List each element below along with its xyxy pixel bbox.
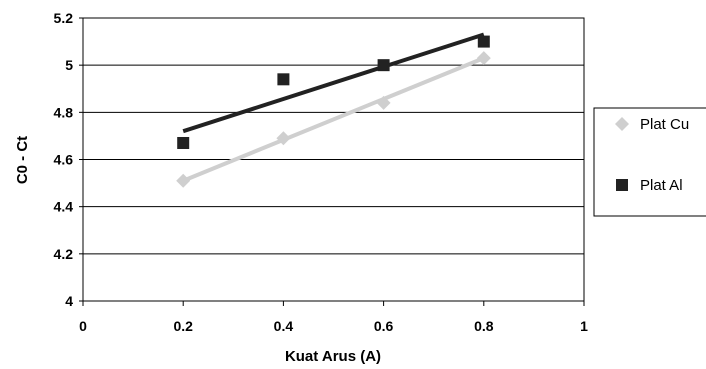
trendlines (182, 32, 485, 183)
y-tick-label: 4 (65, 293, 73, 309)
y-tick-label: 4.8 (54, 104, 74, 120)
x-tick-label: 1 (580, 318, 588, 334)
legend-marker (616, 179, 628, 191)
y-axis-ticks: 4 4.2 4.4 4.6 4.8 5 5.2 (54, 10, 83, 309)
trendline-plat-al (182, 32, 485, 134)
legend-label: Plat Cu (640, 116, 689, 133)
x-tick-label: 0 (79, 318, 87, 334)
data-point (277, 73, 290, 86)
x-tick-label: 0.6 (374, 318, 394, 334)
x-axis-title: Kuat Arus (A) (285, 348, 381, 365)
y-tick-label: 5 (65, 57, 73, 73)
x-tick-label: 0.4 (274, 318, 294, 334)
legend-label: Plat Al (640, 177, 683, 194)
gridlines (83, 64, 584, 255)
y-tick-label: 4.6 (54, 152, 74, 168)
y-tick-label: 5.2 (54, 10, 74, 26)
legend-marker (615, 117, 629, 131)
x-axis-ticks: 0 0.2 0.4 0.6 0.8 1 (79, 301, 588, 334)
y-tick-label: 4.2 (54, 246, 74, 262)
x-tick-label: 0.8 (474, 318, 494, 334)
data-point (176, 173, 191, 188)
trendline-plat-cu (182, 56, 485, 183)
legend-box (593, 107, 706, 217)
legend: Plat Cu Plat Al (593, 107, 706, 217)
x-tick-label: 0.2 (173, 318, 193, 334)
data-points (176, 35, 491, 188)
y-axis-title: C0 - Ct (14, 136, 31, 184)
data-point (376, 95, 391, 110)
data-point (377, 59, 390, 72)
data-point (477, 35, 490, 48)
data-point (177, 136, 190, 149)
data-point (276, 131, 291, 146)
y-tick-label: 4.4 (54, 199, 74, 215)
data-point (476, 51, 491, 66)
